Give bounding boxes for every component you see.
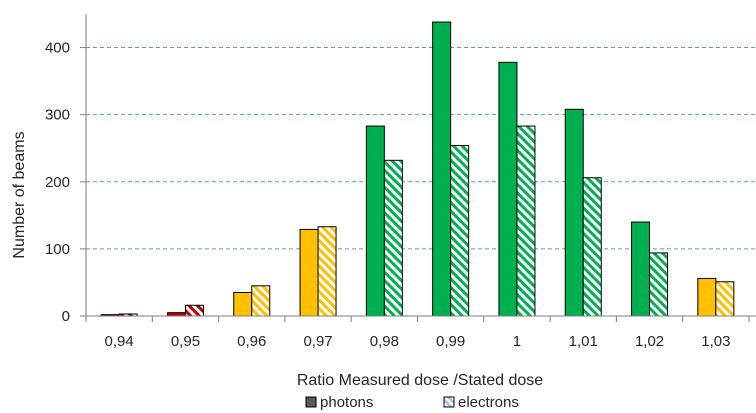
x-tick-labels: 0,940,950,960,970,980,9911,011,021,031,0… <box>105 333 756 350</box>
x-tick-label: 0,98 <box>370 333 399 350</box>
bar-photons-0-97 <box>300 229 318 316</box>
bar-photons-0-96 <box>234 293 252 316</box>
bar-electrons-0-96 <box>252 286 270 316</box>
x-tick-label: 0,97 <box>303 333 332 350</box>
bar-photons-0-99 <box>433 22 451 316</box>
legend-label-photons: photons <box>320 394 373 411</box>
bar-photons-1-01 <box>565 109 583 316</box>
x-tick-label: 1,01 <box>569 333 598 350</box>
y-tick-label: 400 <box>45 40 70 57</box>
legend-swatch-photons <box>306 397 316 407</box>
y-tick-label: 200 <box>45 174 70 191</box>
legend-label-electrons: electrons <box>458 394 519 411</box>
bars <box>101 22 756 316</box>
y-tick-label: 300 <box>45 107 70 124</box>
x-tick-label: 1 <box>513 333 521 350</box>
bar-electrons-1-03 <box>716 282 734 316</box>
y-tick-labels: 0 100 200 300 400 <box>45 40 70 325</box>
x-tick-label: 0,95 <box>171 333 200 350</box>
x-tick-label: 0,94 <box>105 333 134 350</box>
bar-electrons-1-02 <box>650 253 668 316</box>
y-axis-title: Number of beams <box>11 131 28 258</box>
x-axis-title: Ratio Measured dose /Stated dose <box>297 372 543 389</box>
y-tick-label: 0 <box>62 308 70 325</box>
bar-photons-1-02 <box>632 222 650 316</box>
x-tick-label: 1,03 <box>701 333 730 350</box>
x-tick-label: 0,99 <box>436 333 465 350</box>
gridlines <box>86 48 756 249</box>
x-tick-label: 0,96 <box>237 333 266 350</box>
bar-electrons-0-99 <box>451 146 469 316</box>
bar-photons-1-03 <box>698 278 716 316</box>
bar-photons-1 <box>499 62 517 316</box>
legend: photons electrons <box>306 394 519 411</box>
legend-swatch-electrons <box>444 397 454 407</box>
bar-electrons-0-95 <box>185 305 203 316</box>
bar-photons-0-95 <box>167 313 185 316</box>
x-tick-label: 1,02 <box>635 333 664 350</box>
y-tick-label: 100 <box>45 241 70 258</box>
bar-electrons-1-01 <box>583 178 601 316</box>
bar-electrons-1 <box>517 126 535 316</box>
bar-photons-0-98 <box>366 126 384 316</box>
bar-electrons-0-98 <box>384 160 402 316</box>
bar-electrons-0-97 <box>318 227 336 316</box>
